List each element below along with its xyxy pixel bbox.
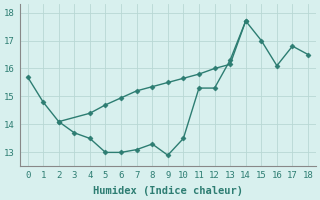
X-axis label: Humidex (Indice chaleur): Humidex (Indice chaleur) — [93, 186, 243, 196]
